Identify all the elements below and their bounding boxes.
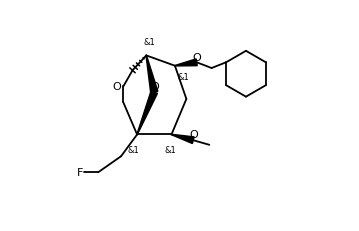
Text: &1: &1 [165, 145, 177, 154]
Text: &1: &1 [177, 73, 189, 82]
Text: O: O [189, 130, 198, 140]
Text: &1: &1 [128, 145, 140, 154]
Text: O: O [193, 52, 201, 62]
Text: O: O [113, 82, 121, 92]
Polygon shape [146, 56, 158, 94]
Text: F: F [76, 167, 83, 177]
Polygon shape [175, 60, 197, 67]
Text: O: O [150, 81, 159, 91]
Polygon shape [137, 91, 158, 135]
Polygon shape [171, 135, 194, 144]
Text: &1: &1 [143, 38, 155, 47]
